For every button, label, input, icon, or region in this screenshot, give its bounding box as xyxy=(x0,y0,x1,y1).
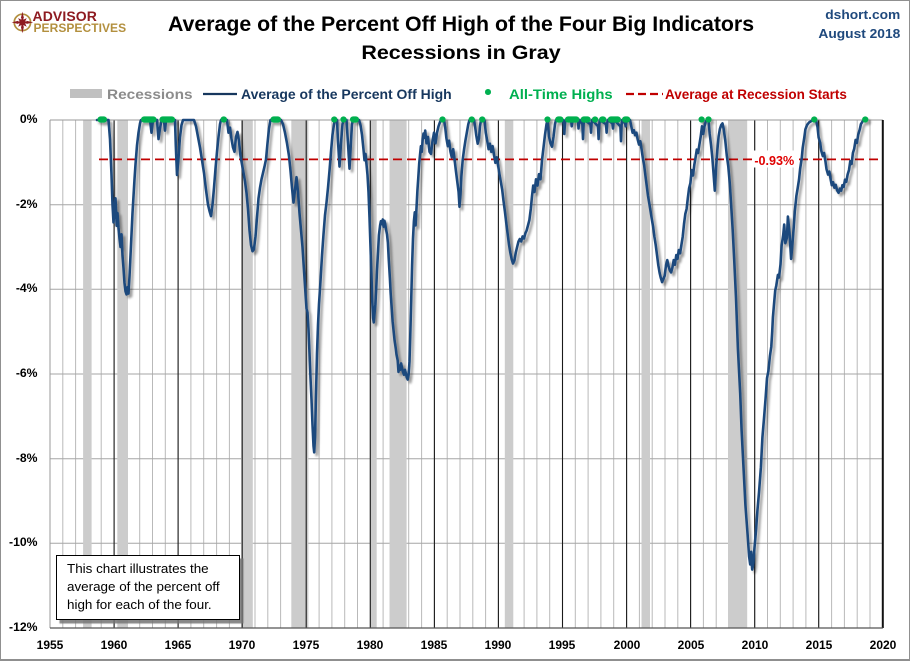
svg-text:-0.93%: -0.93% xyxy=(754,154,794,168)
